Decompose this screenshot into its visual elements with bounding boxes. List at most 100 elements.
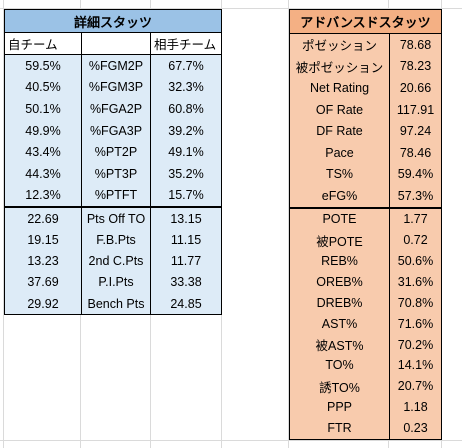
stat-label-cell[interactable]: 誘TO% xyxy=(290,375,390,397)
opp-value-cell[interactable]: 67.7% xyxy=(168,58,204,73)
stat-label-cell[interactable]: OF Rate xyxy=(290,98,390,121)
stat-label-cell[interactable]: 被ポゼッション xyxy=(290,55,390,78)
stat-name-cell[interactable]: %FGM2P xyxy=(81,55,151,77)
table-row: 誘TO% 20.7% xyxy=(290,375,441,397)
table-row: POTE 1.77 xyxy=(290,208,441,230)
stat-name-cell[interactable]: P.I.Pts xyxy=(81,271,151,293)
table-row: 29.92 Bench Pts 24.85 xyxy=(5,292,221,315)
stat-label-cell[interactable]: POTE xyxy=(290,208,390,230)
gridline xyxy=(0,440,462,441)
opp-value-cell[interactable]: 49.1% xyxy=(168,145,204,160)
own-value-cell[interactable]: 19.15 xyxy=(27,232,59,247)
stat-label-cell[interactable]: DREB% xyxy=(290,292,390,314)
stat-value-cell[interactable]: 0.23 xyxy=(403,421,428,436)
opp-value-cell[interactable]: 35.2% xyxy=(168,166,204,181)
opp-value-cell[interactable]: 13.15 xyxy=(170,211,202,226)
stat-value-cell[interactable]: 50.6% xyxy=(397,253,434,268)
own-value-cell[interactable]: 49.9% xyxy=(25,123,61,138)
header-stat-name[interactable] xyxy=(81,33,151,54)
advanced-stats-title[interactable]: アドバンスドスタッツ xyxy=(290,10,441,34)
stat-name-cell[interactable]: %PT3P xyxy=(81,162,151,185)
table-row: 22.69 Pts Off TO 13.15 xyxy=(5,208,221,230)
stat-label-cell[interactable]: TO% xyxy=(290,354,390,376)
stat-name-cell[interactable]: %FGM3P xyxy=(81,76,151,99)
table-row: OREB% 31.6% xyxy=(290,271,441,293)
stat-label-cell[interactable]: REB% xyxy=(290,250,390,272)
opp-value-cell[interactable]: 32.3% xyxy=(168,80,204,95)
stat-name-cell[interactable]: %FGA2P xyxy=(81,98,151,120)
stat-label-cell[interactable]: eFG% xyxy=(290,185,390,207)
table-row: 13.23 2nd C.Pts 11.77 xyxy=(5,250,221,272)
stat-label-cell[interactable]: Pace xyxy=(290,141,390,164)
table-row: 被POTE 0.72 xyxy=(290,229,441,251)
stat-label-cell[interactable]: TS% xyxy=(290,163,390,186)
stat-value-cell[interactable]: 57.3% xyxy=(397,188,434,203)
stat-value-cell[interactable]: 117.91 xyxy=(396,102,435,117)
stat-label-cell[interactable]: 被POTE xyxy=(290,229,390,251)
own-value-cell[interactable]: 13.23 xyxy=(27,254,59,269)
detailed-stats-title[interactable]: 詳細スタッツ xyxy=(5,10,221,33)
table-row: 44.3% %PT3P 35.2% xyxy=(5,162,221,185)
stat-name-cell[interactable]: %PTFT xyxy=(81,184,151,207)
stat-value-cell[interactable]: 0.72 xyxy=(403,233,428,248)
stat-value-cell[interactable]: 1.77 xyxy=(403,212,428,227)
table-row: eFG% 57.3% xyxy=(290,185,441,207)
stat-label-cell[interactable]: FTR xyxy=(290,417,390,439)
table-row: OF Rate 117.91 xyxy=(290,98,441,121)
header-own-team[interactable]: 自チーム xyxy=(8,38,58,52)
gridline xyxy=(3,0,4,448)
stat-name-cell[interactable]: %PT2P xyxy=(81,141,151,163)
stat-name-cell[interactable]: Pts Off TO xyxy=(81,208,151,230)
own-value-cell[interactable]: 43.4% xyxy=(25,145,61,160)
stat-value-cell[interactable]: 97.24 xyxy=(399,124,432,139)
opp-value-cell[interactable]: 60.8% xyxy=(168,101,204,116)
own-value-cell[interactable]: 22.69 xyxy=(27,211,59,226)
opp-value-cell[interactable]: 11.15 xyxy=(170,232,202,247)
stat-value-cell[interactable]: 78.46 xyxy=(399,145,432,160)
stat-label-cell[interactable]: ポゼッション xyxy=(290,34,390,56)
own-value-cell[interactable]: 37.69 xyxy=(27,275,59,290)
stat-value-cell[interactable]: 20.66 xyxy=(399,80,432,95)
stat-label-cell[interactable]: 被AST% xyxy=(290,334,390,355)
stat-label-cell[interactable]: DF Rate xyxy=(290,120,390,142)
opp-value-cell[interactable]: 24.85 xyxy=(170,296,202,311)
stat-name-cell[interactable]: %FGA3P xyxy=(81,119,151,142)
stat-label-cell[interactable]: PPP xyxy=(290,396,390,418)
stat-value-cell[interactable]: 59.4% xyxy=(397,167,434,182)
own-value-cell[interactable]: 29.92 xyxy=(27,296,59,311)
own-value-cell[interactable]: 40.5% xyxy=(25,80,61,95)
stat-value-cell[interactable]: 14.1% xyxy=(397,358,434,373)
stat-value-cell[interactable]: 31.6% xyxy=(397,274,434,289)
stat-label-cell[interactable]: AST% xyxy=(290,313,390,335)
stat-value-cell[interactable]: 78.23 xyxy=(399,59,432,74)
stat-value-cell[interactable]: 70.2% xyxy=(397,337,434,352)
own-value-cell[interactable]: 59.5% xyxy=(25,58,61,73)
table-row: 59.5% %FGM2P 67.7% xyxy=(5,55,221,77)
own-value-cell[interactable]: 12.3% xyxy=(25,188,61,203)
stat-label-cell[interactable]: OREB% xyxy=(290,271,390,293)
stat-value-cell[interactable]: 20.7% xyxy=(397,379,434,394)
table-row: REB% 50.6% xyxy=(290,250,441,272)
own-value-cell[interactable]: 50.1% xyxy=(25,101,61,116)
opp-value-cell[interactable]: 39.2% xyxy=(168,123,204,138)
section-divider xyxy=(290,206,441,209)
table-row: AST% 71.6% xyxy=(290,313,441,335)
own-value-cell[interactable]: 44.3% xyxy=(25,166,61,181)
stat-name-cell[interactable]: F.B.Pts xyxy=(81,229,151,251)
gridline xyxy=(0,8,462,9)
stat-value-cell[interactable]: 70.8% xyxy=(397,295,434,310)
section-divider xyxy=(5,206,221,209)
table-row: ポゼッション 78.68 xyxy=(290,34,441,56)
stat-name-cell[interactable]: Bench Pts xyxy=(81,292,151,315)
opp-value-cell[interactable]: 15.7% xyxy=(168,188,204,203)
opp-value-cell[interactable]: 11.77 xyxy=(170,254,202,269)
stat-value-cell[interactable]: 78.68 xyxy=(399,37,432,52)
header-opponent-team[interactable]: 相手チーム xyxy=(154,38,217,52)
advanced-stats-table: アドバンスドスタッツ ポゼッション 78.68 被ポゼッション 78.23 Ne… xyxy=(289,9,442,440)
stat-label-cell[interactable]: Net Rating xyxy=(290,77,390,99)
stat-value-cell[interactable]: 1.18 xyxy=(403,400,428,415)
opp-value-cell[interactable]: 33.38 xyxy=(170,275,202,290)
stat-value-cell[interactable]: 71.6% xyxy=(397,316,434,331)
table-row: 40.5% %FGM3P 32.3% xyxy=(5,76,221,99)
stat-name-cell[interactable]: 2nd C.Pts xyxy=(81,250,151,272)
